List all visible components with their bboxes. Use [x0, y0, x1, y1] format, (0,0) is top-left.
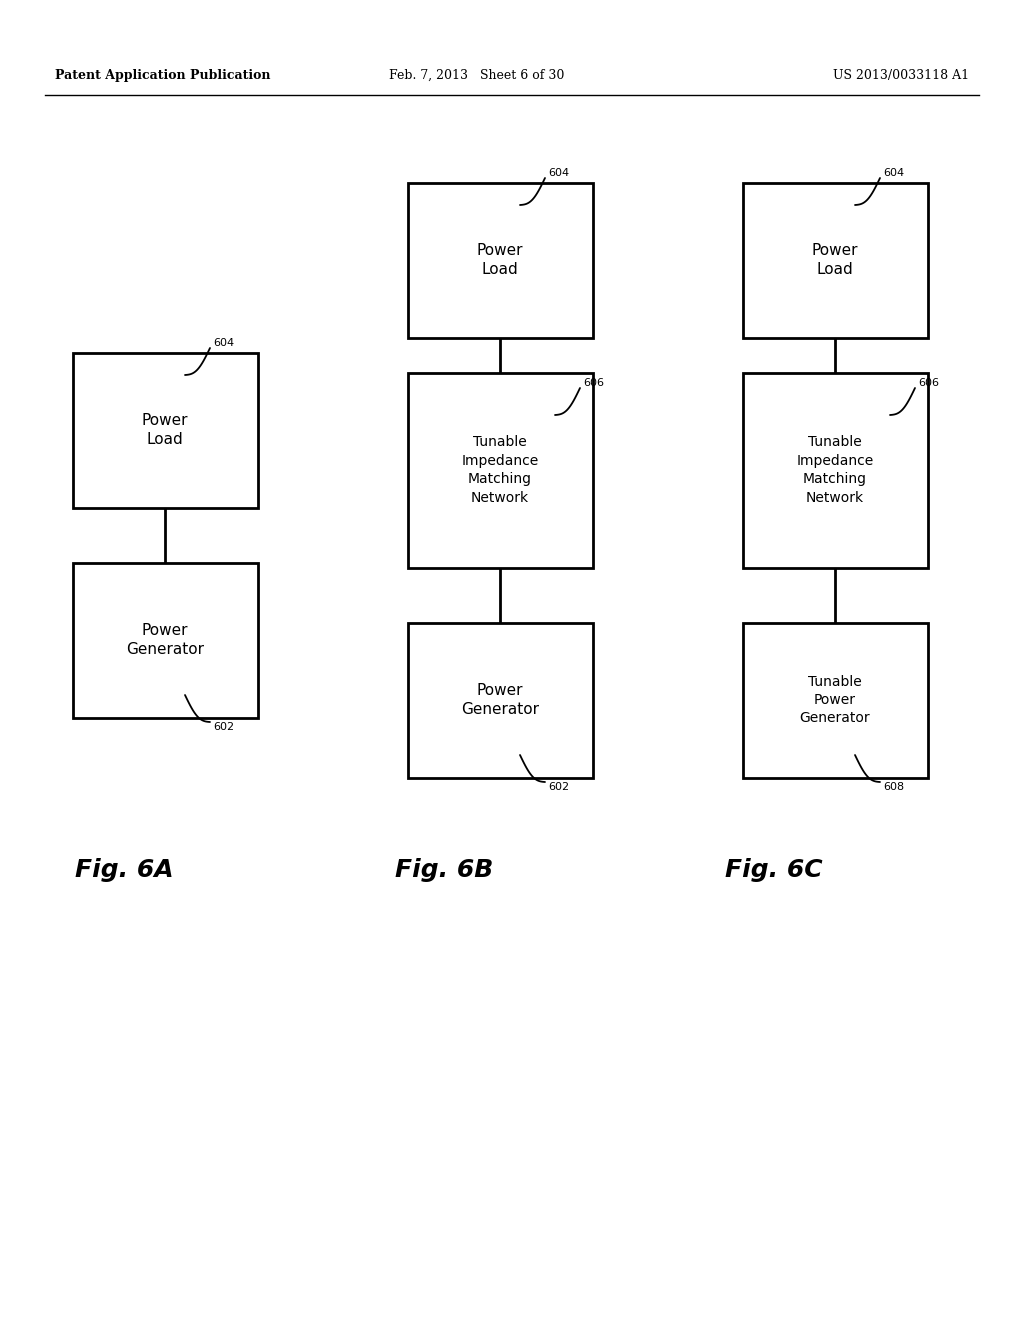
Text: Tunable
Power
Generator: Tunable Power Generator	[800, 675, 870, 726]
Text: 606: 606	[918, 378, 939, 388]
Text: Fig. 6A: Fig. 6A	[75, 858, 174, 882]
Bar	[73, 352, 257, 507]
Text: Power
Generator: Power Generator	[126, 623, 204, 657]
Text: US 2013/0033118 A1: US 2013/0033118 A1	[833, 69, 969, 82]
Text: 604: 604	[883, 168, 904, 178]
Bar	[408, 372, 593, 568]
Bar	[742, 623, 928, 777]
Text: 602: 602	[548, 781, 569, 792]
Text: 606: 606	[583, 378, 604, 388]
Bar	[742, 372, 928, 568]
Text: Tunable
Impedance
Matching
Network: Tunable Impedance Matching Network	[797, 436, 873, 504]
Text: Fig. 6C: Fig. 6C	[725, 858, 822, 882]
Text: Feb. 7, 2013   Sheet 6 of 30: Feb. 7, 2013 Sheet 6 of 30	[389, 69, 564, 82]
Text: Power
Load: Power Load	[812, 243, 858, 277]
Text: 604: 604	[548, 168, 569, 178]
Text: Patent Application Publication: Patent Application Publication	[55, 69, 270, 82]
Text: Power
Load: Power Load	[141, 413, 188, 447]
Text: Power
Load: Power Load	[477, 243, 523, 277]
Bar	[742, 182, 928, 338]
Bar	[408, 623, 593, 777]
Text: 602: 602	[213, 722, 234, 733]
Bar	[408, 182, 593, 338]
Text: 604: 604	[213, 338, 234, 348]
Text: 608: 608	[883, 781, 904, 792]
Text: Power
Generator: Power Generator	[461, 682, 539, 717]
Text: Fig. 6B: Fig. 6B	[395, 858, 494, 882]
Bar	[73, 562, 257, 718]
Text: Tunable
Impedance
Matching
Network: Tunable Impedance Matching Network	[462, 436, 539, 504]
